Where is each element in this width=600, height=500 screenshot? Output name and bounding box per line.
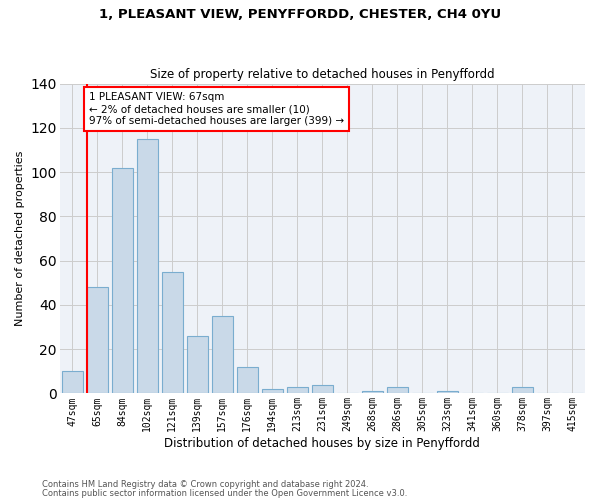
Bar bbox=[212, 316, 233, 394]
Text: Contains HM Land Registry data © Crown copyright and database right 2024.: Contains HM Land Registry data © Crown c… bbox=[42, 480, 368, 489]
Text: Contains public sector information licensed under the Open Government Licence v3: Contains public sector information licen… bbox=[42, 488, 407, 498]
Bar bbox=[437, 391, 458, 394]
Bar bbox=[236, 367, 258, 394]
Bar bbox=[262, 389, 283, 394]
Bar bbox=[86, 287, 108, 394]
Text: 1 PLEASANT VIEW: 67sqm
← 2% of detached houses are smaller (10)
97% of semi-deta: 1 PLEASANT VIEW: 67sqm ← 2% of detached … bbox=[89, 92, 344, 126]
Text: 1, PLEASANT VIEW, PENYFFORDD, CHESTER, CH4 0YU: 1, PLEASANT VIEW, PENYFFORDD, CHESTER, C… bbox=[99, 8, 501, 20]
Bar bbox=[387, 387, 408, 394]
Bar bbox=[137, 139, 158, 394]
Y-axis label: Number of detached properties: Number of detached properties bbox=[15, 151, 25, 326]
Bar bbox=[112, 168, 133, 394]
Bar bbox=[312, 384, 333, 394]
Bar bbox=[161, 272, 183, 394]
Title: Size of property relative to detached houses in Penyffordd: Size of property relative to detached ho… bbox=[150, 68, 494, 81]
Bar bbox=[287, 387, 308, 394]
X-axis label: Distribution of detached houses by size in Penyffordd: Distribution of detached houses by size … bbox=[164, 437, 480, 450]
Bar bbox=[187, 336, 208, 394]
Bar bbox=[512, 387, 533, 394]
Bar bbox=[62, 372, 83, 394]
Bar bbox=[362, 391, 383, 394]
